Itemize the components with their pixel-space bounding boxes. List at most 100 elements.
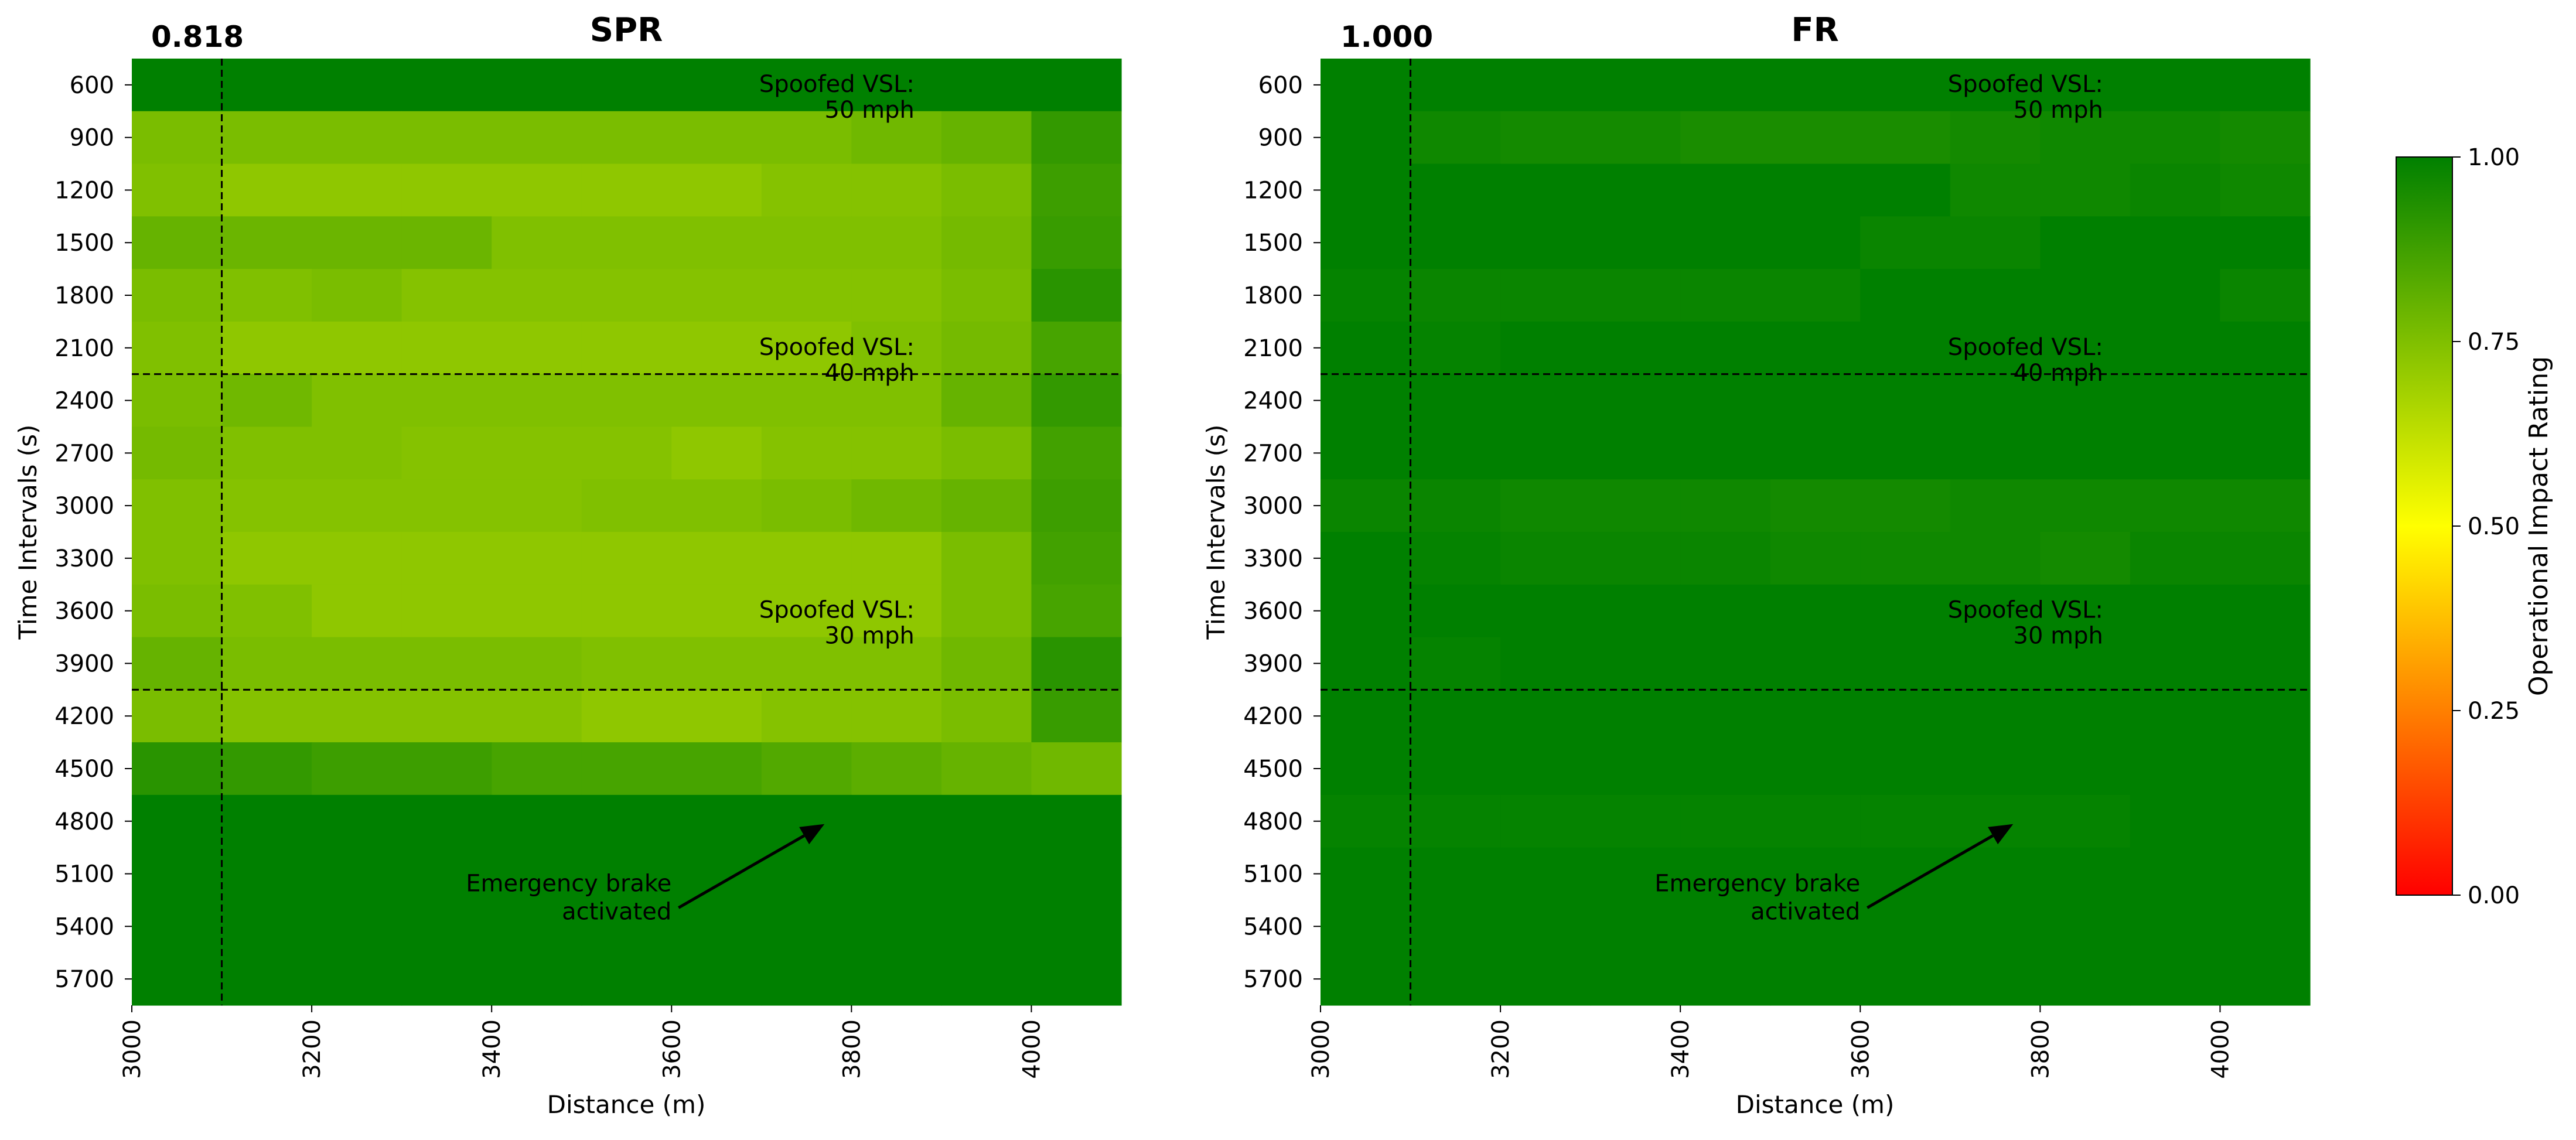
heatmap-cell — [1031, 163, 1122, 217]
heatmap-cell — [312, 479, 402, 533]
heatmap-cell — [1031, 847, 1122, 901]
heatmap-cell — [132, 953, 223, 1006]
y-tick-label: 3900 — [54, 650, 114, 677]
heatmap-cell — [2130, 637, 2221, 690]
heatmap-cell — [401, 584, 492, 638]
heatmap-cell — [2220, 900, 2311, 953]
axis-ticks: 600 900 1200 1500 1800 2100 2400 2700 3000 3300 36… — [54, 72, 1045, 1079]
heatmap-cell — [941, 374, 1032, 428]
vsl-annotation-line2: 40 mph — [825, 360, 915, 387]
heatmap-cell — [1031, 690, 1122, 743]
heatmap-cell — [492, 269, 582, 322]
heatmap-cell — [1860, 847, 1951, 901]
heatmap-cell — [761, 426, 852, 480]
vsl-annotations: Spoofed VSL: 50 mph Spoofed VSL: 40 mph … — [759, 71, 915, 650]
heatmap-cell — [581, 532, 672, 585]
heatmap-cell — [2040, 794, 2131, 848]
heatmap-cell — [1031, 374, 1122, 428]
heatmap-cell — [1500, 953, 1591, 1006]
heatmap-cell — [671, 59, 762, 112]
heatmap-cell — [761, 269, 852, 322]
heatmap-cell — [312, 953, 402, 1006]
x-tick-label: 3600 — [658, 1019, 685, 1079]
heatmap-cell — [2220, 321, 2311, 375]
heatmap-cell — [1680, 532, 1771, 585]
colorbar: 0.00 0.25 0.50 0.75 1.00 Operational Impact … — [2396, 144, 2554, 909]
heatmap-cell — [1031, 742, 1122, 796]
heatmap-cell — [1590, 111, 1681, 165]
heatmap-cell — [2040, 637, 2131, 690]
heatmap-cell — [1770, 690, 1861, 743]
y-tick-label: 1500 — [54, 230, 114, 257]
y-tick-label: 3000 — [54, 493, 114, 520]
heatmap-cell — [2220, 479, 2311, 533]
colorbar-tick-label: 1.00 — [2468, 144, 2520, 171]
heatmap-cell — [581, 111, 672, 165]
heatmap-cell — [1950, 953, 2041, 1006]
heatmap-cell — [401, 637, 492, 690]
heatmap-cell — [1950, 742, 2041, 796]
heatmap-cell — [2220, 584, 2311, 638]
heatmap-cell — [1410, 742, 1501, 796]
heatmap-cell — [1770, 953, 1861, 1006]
heatmap-cell — [1860, 742, 1951, 796]
heatmap-cell — [581, 953, 672, 1006]
y-tick-label: 4500 — [54, 756, 114, 783]
heatmap-cell — [1321, 374, 1411, 428]
heatmap-cell — [941, 426, 1032, 480]
heatmap-cell — [1950, 900, 2041, 953]
heatmap-cell — [851, 479, 942, 533]
heatmap-cell — [941, 321, 1032, 375]
heatmap-cell — [671, 847, 762, 901]
vsl-annotation-line1: Spoofed VSL: — [759, 71, 915, 98]
heatmap-cell — [1500, 216, 1591, 269]
heatmap-cell — [492, 584, 582, 638]
y-tick-label: 600 — [1258, 72, 1303, 99]
heatmap-cell — [1321, 59, 1411, 112]
colorbar-gradient — [2396, 156, 2453, 896]
heatmap-cell — [1590, 742, 1681, 796]
heatmap-cell — [1680, 953, 1771, 1006]
heatmap-cell — [1770, 216, 1861, 269]
heatmap-cell — [1950, 426, 2041, 480]
heatmap-cell — [132, 847, 223, 901]
heatmap-cell — [132, 374, 223, 428]
heatmap-cell — [581, 584, 672, 638]
heatmap-cell — [2040, 59, 2131, 112]
heatmap-cell — [221, 953, 312, 1006]
heatmap-cell — [671, 637, 762, 690]
reference-lines — [132, 59, 1121, 1005]
heatmap-cell — [1321, 900, 1411, 953]
heatmap-cell — [1680, 269, 1771, 322]
heatmap-cell — [581, 163, 672, 217]
heatmap-cell — [941, 163, 1032, 217]
heatmap-cell — [1321, 794, 1411, 848]
heatmap-cell — [2130, 584, 2221, 638]
vsl-annotation-line1: Spoofed VSL: — [1948, 71, 2103, 98]
heatmap-cell — [1410, 532, 1501, 585]
x-axis-label: Distance (m) — [547, 1090, 706, 1119]
heatmap-cell — [221, 426, 312, 480]
emergency-brake-annotation: Emergency brake activated — [1654, 824, 2014, 925]
heatmap-cell — [1410, 637, 1501, 690]
heatmap-cell — [1031, 637, 1122, 690]
heatmap-cell — [492, 794, 582, 848]
heatmap-cell — [1860, 637, 1951, 690]
x-axis-label: Distance (m) — [1736, 1090, 1895, 1119]
x-tick-label: 3200 — [299, 1019, 326, 1079]
heatmap-cell — [581, 847, 672, 901]
heatmap-cell — [851, 532, 942, 585]
heatmap-cell — [401, 374, 492, 428]
vsl-annotation-line1: Spoofed VSL: — [759, 334, 915, 361]
y-tick-label: 3900 — [1243, 650, 1303, 677]
heatmap-cell — [1590, 637, 1681, 690]
vsl-annotation-line2: 30 mph — [2014, 623, 2103, 650]
x-tick-label: 3000 — [1308, 1019, 1335, 1079]
vsl-annotation-line2: 30 mph — [825, 623, 915, 650]
heatmap-cell — [492, 216, 582, 269]
colorbar-tick-label: 0.25 — [2468, 698, 2520, 725]
heatmap-cell — [761, 637, 852, 690]
heatmap-cell — [851, 216, 942, 269]
heatmap-cell — [941, 953, 1032, 1006]
